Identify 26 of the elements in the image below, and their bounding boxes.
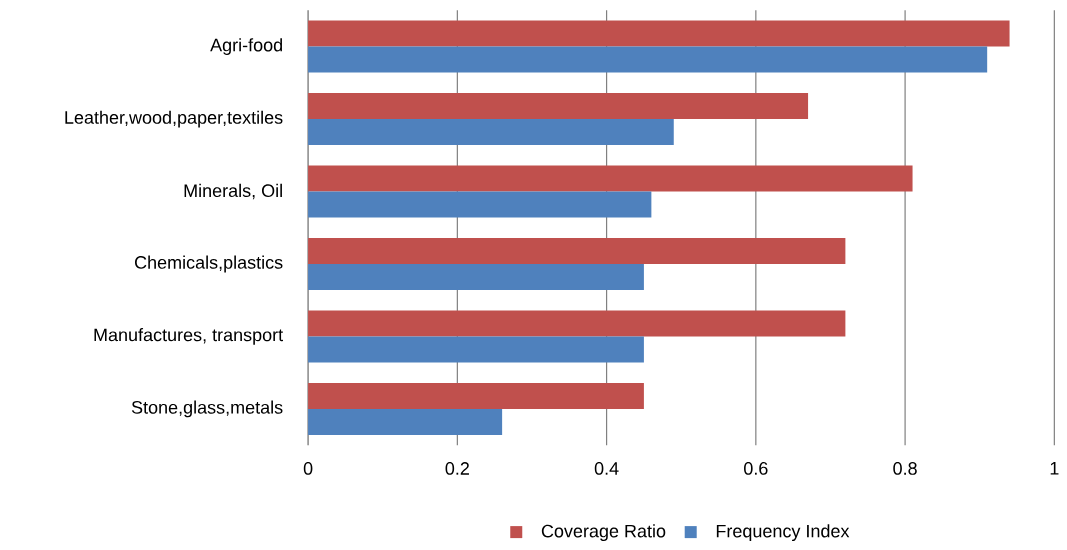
- bar: [308, 382, 644, 409]
- legend-label: Frequency Index: [716, 524, 850, 541]
- legend-label: Coverage Ratio: [541, 524, 666, 541]
- y-tick-label: Stone,glass,metals: [131, 400, 283, 418]
- x-tick-label: 0.8: [893, 462, 917, 475]
- y-tick-label: Minerals, Oil: [184, 183, 282, 200]
- bar: [308, 408, 503, 435]
- bar: [308, 191, 652, 218]
- x-tick-label: 1: [1050, 462, 1059, 475]
- x-tick-label: 0.4: [594, 462, 619, 475]
- y-tick-label: Agri-food: [210, 38, 282, 55]
- bar: [308, 237, 846, 264]
- bar: [308, 46, 988, 73]
- y-tick-label: Leather,wood,paper,textiles: [65, 110, 283, 128]
- bar: [308, 165, 913, 192]
- bar: [308, 92, 809, 119]
- bar: [308, 118, 674, 145]
- y-tick-label: Manufactures, transport: [94, 327, 283, 345]
- y-tick-label: Chemicals,plastics: [134, 255, 283, 273]
- x-tick-label: 0.2: [445, 462, 469, 475]
- bar: [308, 310, 846, 337]
- bar: [308, 20, 1010, 47]
- bar: [308, 263, 644, 290]
- bar: [308, 336, 644, 363]
- x-tick-label: 0: [303, 462, 313, 475]
- x-tick-label: 0.6: [744, 462, 768, 475]
